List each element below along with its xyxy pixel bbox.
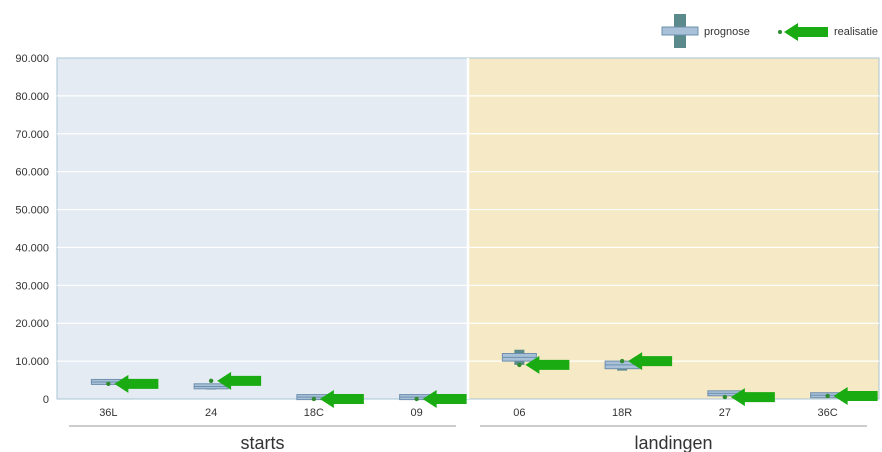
x-tick-label: 18C xyxy=(304,407,324,419)
x-tick-label: 24 xyxy=(205,407,217,419)
category-06 xyxy=(501,349,570,374)
legend-entry-prognose: prognose xyxy=(661,14,750,48)
y-tick-label: 10.000 xyxy=(15,356,49,368)
starts-panel xyxy=(57,58,468,399)
y-tick-label: 60.000 xyxy=(15,167,49,179)
y-tick-label: 50.000 xyxy=(15,205,49,217)
x-tick-label: 18R xyxy=(612,407,632,419)
background-layer xyxy=(56,57,880,400)
group-label: starts xyxy=(240,433,284,452)
realisatie-dot xyxy=(619,358,625,364)
legend-entry-realisatie: realisatie xyxy=(778,23,878,41)
x-tick-label: 09 xyxy=(411,407,423,419)
y-tick-label: 0 xyxy=(43,394,49,406)
realisatie-dot xyxy=(106,381,111,387)
category-18r xyxy=(604,352,673,371)
category-24 xyxy=(193,371,262,390)
realisatie-dot xyxy=(311,396,317,402)
y-tick-label: 70.000 xyxy=(15,129,49,141)
y-tick-label: 90.000 xyxy=(15,53,49,65)
category-18c xyxy=(296,390,364,408)
x-tick-label: 36L xyxy=(99,407,117,419)
realisatie-arrow xyxy=(114,374,159,393)
x-tick-label: 36C xyxy=(818,407,838,419)
group-label: landingen xyxy=(634,433,712,452)
y-tick-label: 80.000 xyxy=(15,91,49,103)
legend-prognose-box xyxy=(661,26,699,36)
x-tick-label: 06 xyxy=(513,407,525,419)
realisatie-arrow xyxy=(730,388,775,407)
legend-realisatie-arrow xyxy=(784,23,828,41)
y-axis: 0 10.000 20.000 30.000 40.000 50.000 60.000 70.… xyxy=(15,53,49,406)
x-axis: 36L 24 18C 09 starts 06 18R 27 36C landingen xyxy=(69,407,867,452)
realisatie-dot xyxy=(414,396,419,402)
category-36l xyxy=(90,374,159,393)
legend-realisatie-dot xyxy=(778,30,782,34)
y-tick-label: 40.000 xyxy=(15,242,49,254)
realisatie-dot xyxy=(208,378,214,384)
realisatie-arrow xyxy=(319,390,364,408)
realisatie-dot xyxy=(722,394,728,400)
y-tick-label: 20.000 xyxy=(15,318,49,330)
realisatie-dot xyxy=(825,393,830,399)
realisatie-arrow xyxy=(833,386,878,405)
y-tick-label: 30.000 xyxy=(15,280,49,292)
legend: prognose realisatie xyxy=(661,14,878,48)
realisatie-arrow xyxy=(422,390,467,408)
gridlines xyxy=(57,58,879,399)
legend-label: prognose xyxy=(704,26,750,38)
realisatie-arrow xyxy=(628,352,673,371)
plot-marks xyxy=(90,349,878,408)
legend-label: realisatie xyxy=(834,26,878,38)
category-36c xyxy=(810,386,878,405)
category-27 xyxy=(707,388,775,407)
realisatie-arrow xyxy=(217,371,262,390)
category-09 xyxy=(399,390,467,408)
realisatie-dot xyxy=(517,362,522,368)
landingen-panel xyxy=(468,58,879,399)
x-tick-label: 27 xyxy=(719,407,731,419)
realisatie-arrow xyxy=(525,355,570,374)
